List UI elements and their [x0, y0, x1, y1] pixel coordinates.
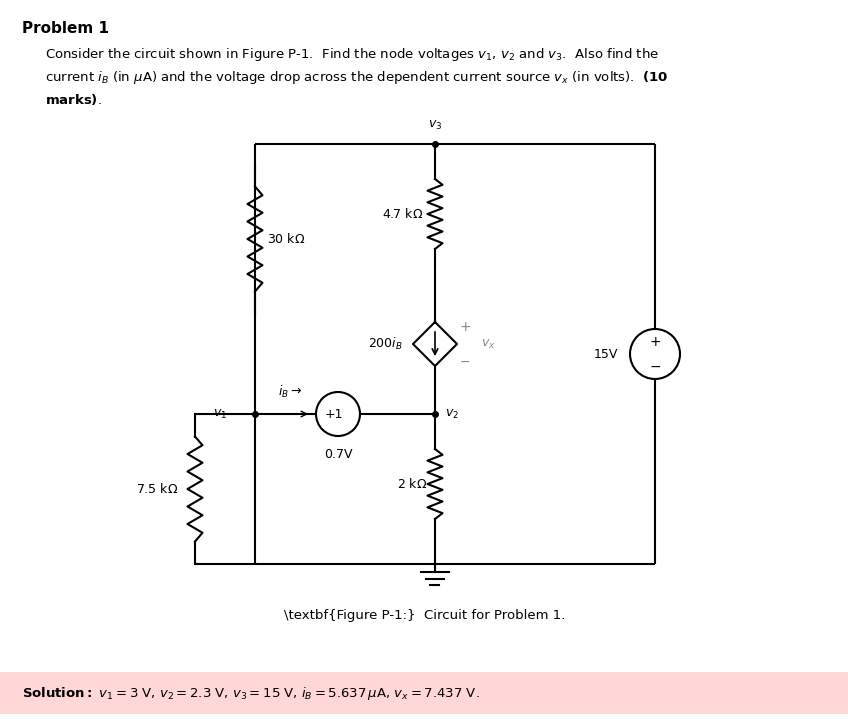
Text: $v_2$: $v_2$ — [445, 408, 459, 421]
Text: 7.5 k$\Omega$: 7.5 k$\Omega$ — [136, 482, 178, 496]
Text: Problem 1: Problem 1 — [22, 21, 109, 36]
Text: $-$: $-$ — [649, 359, 661, 373]
Text: $-$: $-$ — [460, 354, 471, 367]
Text: $v_3$: $v_3$ — [428, 119, 442, 132]
Text: current $i_B$ (in $\mu$A) and the voltage drop across the dependent current sour: current $i_B$ (in $\mu$A) and the voltag… — [45, 69, 668, 86]
Text: \textbf{Figure P-1:}  Circuit for Problem 1.: \textbf{Figure P-1:} Circuit for Problem… — [284, 609, 566, 622]
Text: $\mathbf{marks)}$.: $\mathbf{marks)}$. — [45, 92, 102, 107]
Text: +1: +1 — [325, 408, 343, 421]
Text: $v_x$: $v_x$ — [481, 337, 495, 351]
Text: $i_B \rightarrow$: $i_B \rightarrow$ — [278, 384, 303, 400]
Text: Consider the circuit shown in Figure P-1.  Find the node voltages $v_1$, $v_2$ a: Consider the circuit shown in Figure P-1… — [45, 46, 659, 63]
Text: 4.7 k$\Omega$: 4.7 k$\Omega$ — [382, 207, 423, 221]
Text: 2 k$\Omega$: 2 k$\Omega$ — [397, 477, 427, 491]
Text: +: + — [650, 335, 661, 349]
Text: $v_1$: $v_1$ — [213, 408, 227, 421]
FancyBboxPatch shape — [0, 672, 848, 714]
Text: +: + — [459, 320, 471, 334]
Text: 30 k$\Omega$: 30 k$\Omega$ — [267, 232, 305, 246]
Text: 0.7V: 0.7V — [324, 448, 352, 461]
Text: $\mathbf{Solution:}$ $v_1 = 3$ V, $v_2 = 2.3$ V, $v_3 = 15$ V, $i_B = 5.637\,\mu: $\mathbf{Solution:}$ $v_1 = 3$ V, $v_2 =… — [22, 684, 480, 702]
Text: 15V: 15V — [594, 347, 618, 360]
Text: 200$i_B$: 200$i_B$ — [368, 336, 403, 352]
